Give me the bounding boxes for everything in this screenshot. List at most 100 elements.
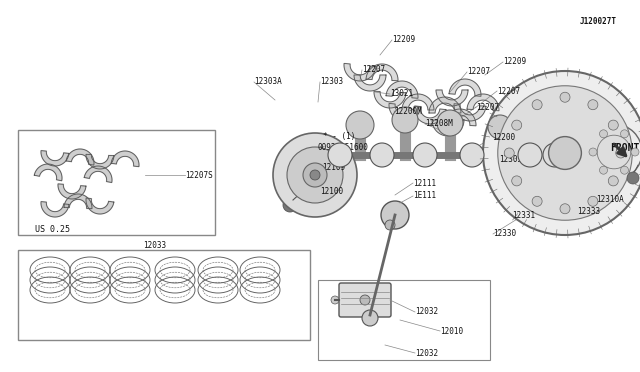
Text: 12033: 12033 bbox=[143, 241, 166, 250]
Circle shape bbox=[370, 143, 394, 167]
Circle shape bbox=[381, 201, 409, 229]
Text: US 0.25: US 0.25 bbox=[35, 224, 70, 234]
Bar bbox=[318, 280, 490, 360]
Circle shape bbox=[548, 137, 581, 169]
Text: 12310A: 12310A bbox=[596, 196, 624, 205]
Text: 12331: 12331 bbox=[512, 211, 535, 219]
FancyBboxPatch shape bbox=[339, 283, 391, 317]
Circle shape bbox=[504, 148, 515, 158]
Bar bbox=[18, 130, 215, 235]
Circle shape bbox=[331, 296, 339, 304]
Text: 12330: 12330 bbox=[493, 230, 516, 238]
Circle shape bbox=[483, 71, 640, 235]
Circle shape bbox=[621, 130, 628, 138]
Text: 12207: 12207 bbox=[497, 87, 520, 96]
Polygon shape bbox=[41, 151, 69, 166]
Text: 12303F: 12303F bbox=[499, 155, 527, 164]
Polygon shape bbox=[111, 151, 139, 167]
Polygon shape bbox=[84, 166, 112, 183]
Polygon shape bbox=[35, 164, 62, 181]
Text: * - (1): * - (1) bbox=[323, 131, 355, 141]
Circle shape bbox=[310, 170, 320, 180]
Circle shape bbox=[488, 115, 512, 139]
Circle shape bbox=[586, 124, 640, 180]
Circle shape bbox=[273, 133, 357, 217]
Circle shape bbox=[413, 143, 437, 167]
Circle shape bbox=[600, 130, 607, 138]
Polygon shape bbox=[402, 94, 434, 110]
Text: 12208M: 12208M bbox=[425, 119, 452, 128]
Bar bbox=[18, 250, 310, 340]
Circle shape bbox=[600, 166, 607, 174]
Circle shape bbox=[532, 100, 542, 110]
Polygon shape bbox=[454, 104, 486, 121]
Circle shape bbox=[283, 198, 297, 212]
Text: 12100: 12100 bbox=[320, 186, 343, 196]
Polygon shape bbox=[389, 103, 421, 121]
Polygon shape bbox=[86, 198, 114, 214]
Circle shape bbox=[560, 92, 570, 102]
Text: 12200M: 12200M bbox=[394, 106, 422, 115]
Text: 12200: 12200 bbox=[492, 134, 515, 142]
Polygon shape bbox=[386, 81, 418, 98]
Circle shape bbox=[597, 135, 631, 169]
Circle shape bbox=[346, 111, 374, 139]
Circle shape bbox=[287, 147, 343, 203]
Circle shape bbox=[543, 143, 567, 167]
Text: 12010: 12010 bbox=[440, 327, 463, 336]
Text: 13021: 13021 bbox=[390, 90, 413, 99]
Circle shape bbox=[616, 148, 626, 158]
Polygon shape bbox=[449, 79, 481, 96]
Text: J120027T: J120027T bbox=[580, 17, 617, 26]
Circle shape bbox=[512, 120, 522, 130]
Circle shape bbox=[360, 295, 370, 305]
Text: 1E111: 1E111 bbox=[413, 192, 436, 201]
Circle shape bbox=[460, 143, 484, 167]
Circle shape bbox=[588, 100, 598, 110]
Polygon shape bbox=[64, 194, 92, 209]
Text: 12209: 12209 bbox=[392, 35, 415, 45]
Text: 12207: 12207 bbox=[362, 65, 385, 74]
Circle shape bbox=[532, 196, 542, 206]
Polygon shape bbox=[58, 184, 86, 199]
Text: 12209: 12209 bbox=[503, 58, 526, 67]
Text: 12111: 12111 bbox=[413, 179, 436, 187]
Circle shape bbox=[631, 148, 639, 156]
Circle shape bbox=[589, 148, 597, 156]
Polygon shape bbox=[444, 109, 476, 126]
Text: 12207S: 12207S bbox=[185, 170, 212, 180]
Polygon shape bbox=[414, 106, 446, 124]
Text: 12032: 12032 bbox=[415, 308, 438, 317]
Polygon shape bbox=[467, 94, 499, 111]
Circle shape bbox=[328, 143, 352, 167]
Circle shape bbox=[518, 143, 542, 167]
Polygon shape bbox=[429, 97, 461, 113]
Polygon shape bbox=[86, 154, 114, 169]
Polygon shape bbox=[374, 91, 406, 108]
Circle shape bbox=[362, 310, 378, 326]
Circle shape bbox=[627, 172, 639, 184]
Circle shape bbox=[392, 107, 418, 133]
Polygon shape bbox=[432, 120, 464, 136]
Polygon shape bbox=[366, 64, 398, 81]
Circle shape bbox=[437, 110, 463, 136]
Circle shape bbox=[621, 166, 628, 174]
Polygon shape bbox=[344, 63, 376, 81]
Text: 12333: 12333 bbox=[577, 208, 600, 217]
Polygon shape bbox=[66, 149, 94, 165]
Text: 12032: 12032 bbox=[415, 349, 438, 357]
Text: FRONT: FRONT bbox=[610, 143, 639, 153]
Text: 12207: 12207 bbox=[467, 67, 490, 77]
Polygon shape bbox=[354, 75, 386, 91]
Text: 12303: 12303 bbox=[320, 77, 343, 87]
Circle shape bbox=[608, 120, 618, 130]
Circle shape bbox=[588, 196, 598, 206]
Text: 12207: 12207 bbox=[476, 103, 499, 112]
Polygon shape bbox=[41, 202, 69, 217]
Polygon shape bbox=[436, 90, 468, 106]
Circle shape bbox=[498, 86, 632, 220]
Circle shape bbox=[560, 204, 570, 214]
Circle shape bbox=[385, 220, 395, 230]
Circle shape bbox=[608, 176, 618, 186]
Text: 12109: 12109 bbox=[322, 163, 345, 171]
